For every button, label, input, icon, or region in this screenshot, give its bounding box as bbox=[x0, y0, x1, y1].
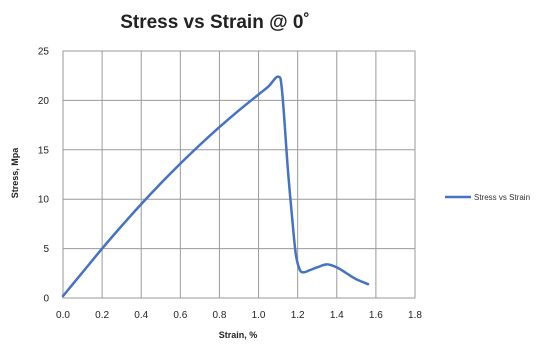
series-layer bbox=[61, 75, 370, 298]
legend-label: Stress vs Strain bbox=[474, 193, 530, 202]
y-tick-label: 10 bbox=[38, 195, 50, 206]
legend: Stress vs Strain bbox=[445, 193, 530, 202]
y-axis-title: Stress, Mpa bbox=[10, 147, 20, 199]
x-tick-label: 0.0 bbox=[56, 310, 70, 321]
grid bbox=[62, 50, 416, 299]
chart-title: Stress vs Strain @ 0˚ bbox=[120, 12, 310, 33]
y-tick-label: 25 bbox=[38, 47, 50, 58]
x-tick-label: 0.6 bbox=[173, 310, 187, 321]
y-tick-label: 15 bbox=[38, 145, 50, 156]
x-tick-label: 1.0 bbox=[252, 310, 266, 321]
x-tick-label: 1.2 bbox=[291, 310, 305, 321]
y-tick-label: 0 bbox=[43, 294, 49, 305]
plot-area-border bbox=[62, 50, 416, 299]
y-axis-ticks: 0 5 10 15 20 25 bbox=[38, 47, 50, 305]
x-tick-label: 1.6 bbox=[369, 310, 383, 321]
y-tick-label: 5 bbox=[43, 244, 49, 255]
x-axis-title: Strain, % bbox=[219, 330, 258, 340]
x-tick-label: 0.4 bbox=[134, 310, 148, 321]
x-axis-ticks: 0.0 0.2 0.4 0.6 0.8 1.0 1.2 1.4 1.6 1.8 bbox=[56, 310, 422, 321]
x-tick-label: 1.4 bbox=[330, 310, 344, 321]
x-tick-label: 0.8 bbox=[212, 310, 226, 321]
y-tick-label: 20 bbox=[38, 96, 50, 107]
x-tick-label: 0.2 bbox=[95, 310, 109, 321]
x-tick-label: 1.8 bbox=[408, 310, 422, 321]
series-line-stress-vs-strain bbox=[61, 75, 370, 298]
